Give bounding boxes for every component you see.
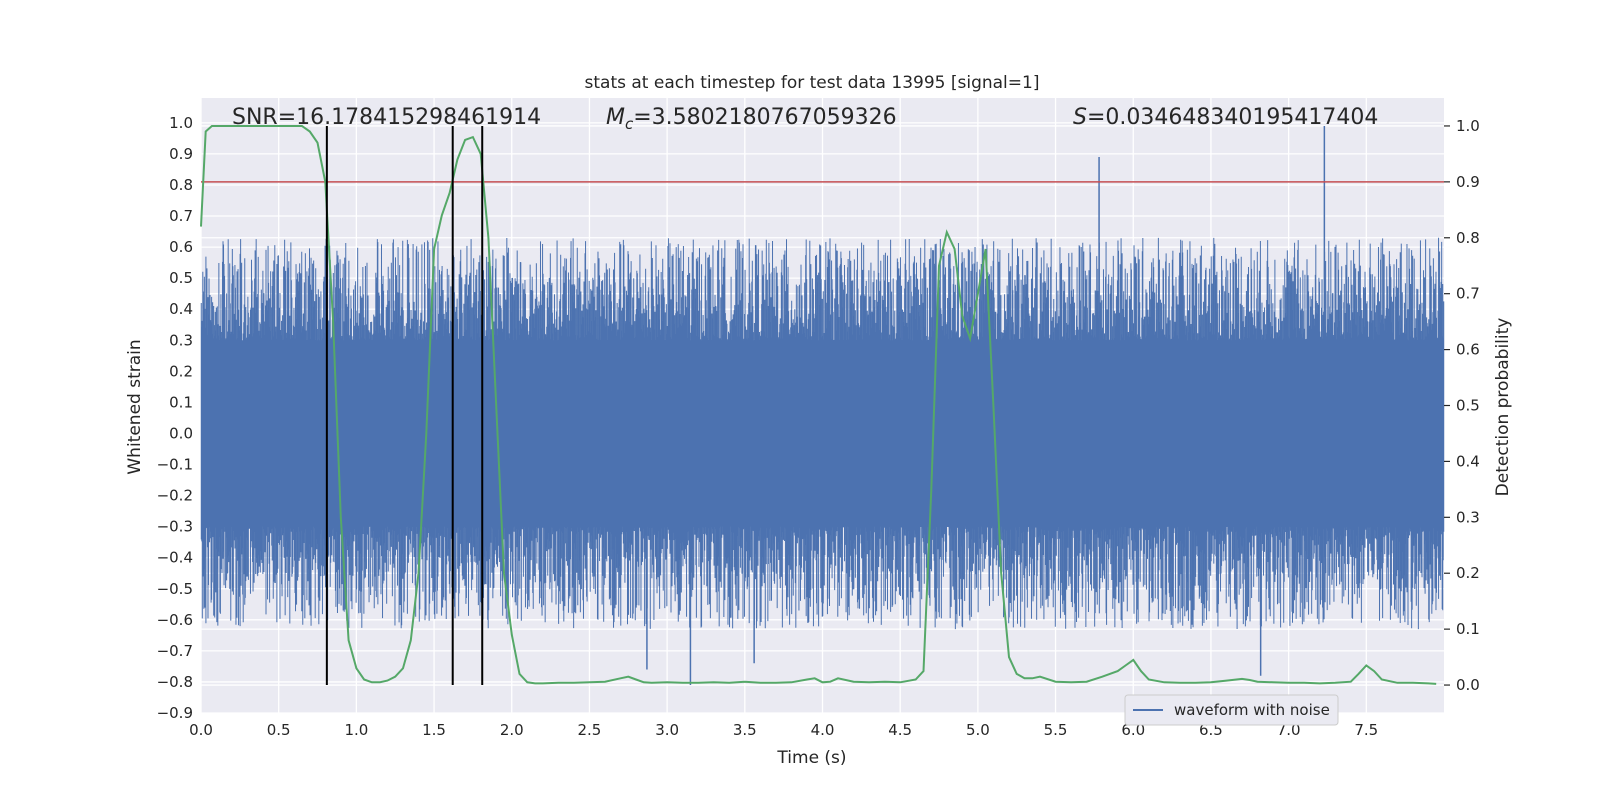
x-tick-label: 3.5 — [733, 721, 757, 739]
y-tick-label: −0.1 — [157, 456, 193, 474]
waveform-series — [200, 125, 1445, 686]
y-tick-label: 0.5 — [169, 269, 193, 287]
y-tick-label: 0.3 — [169, 331, 193, 349]
y-tick-label: −0.5 — [157, 580, 193, 598]
y-tick-label: 0.2 — [169, 362, 193, 380]
mc-symbol: M — [606, 105, 625, 130]
y-tick-label: 0.9 — [169, 145, 193, 163]
s-symbol: S — [1073, 105, 1087, 130]
y-tick-label: −0.8 — [157, 673, 193, 691]
x-axis-label: Time (s) — [776, 748, 846, 768]
x-tick-label: 5.0 — [966, 721, 990, 739]
y-tick-label: −0.4 — [157, 549, 193, 567]
y-axis-label: Whitened strain — [125, 339, 145, 474]
y-axis-ticks: −0.9 −0.8 −0.7 −0.6 −0.5 −0.4 −0.3 −0.2 −0.1 0.0 0… — [157, 114, 193, 722]
y2-tick-label: 0.4 — [1456, 452, 1480, 470]
y2-axis-ticks: 0.0 0.1 0.2 0.3 0.4 0.5 0.6 0.7 0.8 0.9 1.0 — [1444, 117, 1480, 694]
legend-label: waveform with noise — [1174, 701, 1330, 719]
s-value: =0.034648340195417404 — [1087, 105, 1378, 130]
x-tick-label: 3.0 — [655, 721, 679, 739]
y2-axis-label: Detection probability — [1493, 318, 1513, 497]
chart-title: stats at each timestep for test data 139… — [585, 73, 1040, 93]
y-tick-label: 0.0 — [169, 424, 193, 442]
y-tick-label: 1.0 — [169, 114, 193, 132]
x-tick-label: 4.0 — [811, 721, 835, 739]
y2-tick-label: 0.7 — [1456, 285, 1480, 303]
marker-lines — [325, 125, 484, 686]
y-tick-label: 0.4 — [169, 300, 193, 318]
y-tick-label: −0.9 — [157, 704, 193, 722]
y-tick-label: −0.2 — [157, 487, 193, 505]
legend-box — [1124, 694, 1339, 726]
x-tick-label: 2.0 — [500, 721, 524, 739]
y2-tick-label: 0.0 — [1456, 676, 1480, 694]
y-tick-label: 0.7 — [169, 207, 193, 225]
x-tick-label: 1.0 — [344, 721, 368, 739]
y2-tick-label: 1.0 — [1456, 117, 1480, 135]
y-tick-label: −0.7 — [157, 642, 193, 660]
y2-tick-label: 0.8 — [1456, 229, 1480, 247]
y-tick-label: −0.6 — [157, 611, 193, 629]
chirp-mass-annotation: Mc=3.5802180767059326 — [606, 105, 897, 133]
snr-annotation: SNR=16.178415298461914 — [232, 105, 541, 130]
x-tick-label: 5.5 — [1044, 721, 1068, 739]
x-tick-label: 0.5 — [267, 721, 291, 739]
mc-value: =3.5802180767059326 — [633, 105, 896, 130]
x-tick-label: 4.5 — [888, 721, 912, 739]
y2-tick-label: 0.3 — [1456, 508, 1480, 526]
probability-series — [200, 125, 1437, 685]
x-tick-label: 0.0 — [189, 721, 213, 739]
legend: waveform with noise — [1124, 694, 1339, 726]
y2-tick-label: 0.5 — [1456, 397, 1480, 415]
y2-tick-label: 0.2 — [1456, 564, 1480, 582]
y-tick-label: 0.8 — [169, 176, 193, 194]
y2-tick-label: 0.6 — [1456, 341, 1480, 359]
x-tick-label: 1.5 — [422, 721, 446, 739]
y-tick-label: 0.6 — [169, 238, 193, 256]
y2-tick-label: 0.9 — [1456, 173, 1480, 191]
x-axis-ticks: 0.0 0.5 1.0 1.5 2.0 2.5 3.0 3.5 4.0 4.5 5.0 5.5 6.0 6… — [189, 721, 1378, 739]
s-annotation: S=0.034648340195417404 — [1073, 105, 1378, 130]
x-tick-label: 2.5 — [578, 721, 602, 739]
y2-tick-label: 0.1 — [1456, 620, 1480, 638]
probability-line — [200, 125, 1437, 685]
mc-subscript: c — [625, 115, 634, 133]
y-tick-label: −0.3 — [157, 518, 193, 536]
x-tick-label: 7.5 — [1354, 721, 1378, 739]
y-tick-label: 0.1 — [169, 393, 193, 411]
